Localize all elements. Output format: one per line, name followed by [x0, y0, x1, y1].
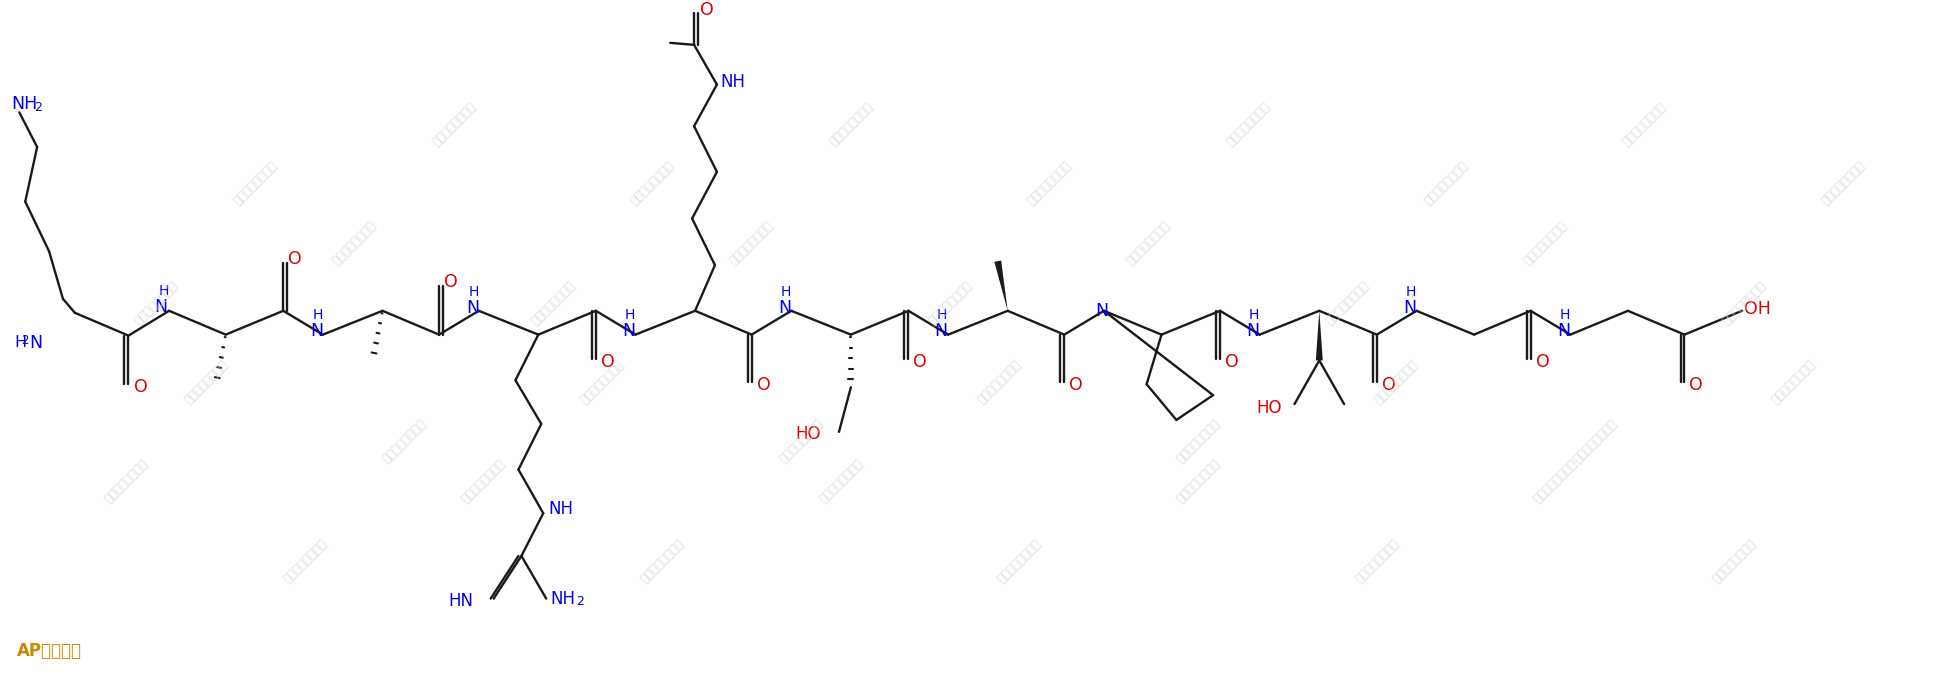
Text: HO: HO	[1255, 399, 1282, 417]
Text: 专肽生物专肽生物: 专肽生物专肽生物	[1025, 159, 1073, 208]
Text: H: H	[936, 308, 948, 322]
Text: H: H	[625, 308, 634, 322]
Text: 专肽生物专肽生物: 专肽生物专肽生物	[230, 159, 280, 208]
Text: H: H	[468, 285, 480, 299]
Text: 专肽生物专肽生物: 专肽生物专肽生物	[1124, 219, 1174, 268]
Text: 专肽生物专肽生物: 专肽生物专肽生物	[1174, 417, 1222, 466]
Text: O: O	[288, 250, 302, 268]
Text: 专肽生物专肽生物: 专肽生物专肽生物	[1818, 159, 1868, 208]
Text: H: H	[313, 308, 323, 322]
Text: NH: NH	[12, 95, 37, 113]
Text: 专肽生物专肽生物: 专肽生物专肽生物	[1719, 279, 1768, 327]
Text: 2: 2	[21, 334, 29, 347]
Text: 专肽生物专肽生物: 专肽生物专肽生物	[1421, 159, 1470, 208]
Text: O: O	[1381, 376, 1396, 394]
Text: AP专肽生物: AP专肽生物	[17, 642, 83, 660]
Text: NH: NH	[547, 500, 572, 518]
Text: O: O	[1536, 354, 1549, 371]
Text: 专肽生物专肽生物: 专肽生物专肽生物	[528, 279, 578, 327]
Text: 专肽生物专肽生物: 专肽生物专肽生物	[429, 100, 478, 148]
Text: O: O	[1070, 376, 1083, 394]
Text: N: N	[777, 299, 791, 317]
Text: O: O	[1690, 376, 1704, 394]
Text: 专肽生物专肽生物: 专肽生物专肽生物	[996, 537, 1044, 585]
Text: 专肽生物专肽生物: 专肽生物专肽生物	[1174, 457, 1222, 506]
Text: 专肽生物专肽生物: 专肽生物专肽生物	[1224, 100, 1273, 148]
Text: 专肽生物专肽生物: 专肽生物专肽生物	[458, 457, 509, 506]
Text: N: N	[934, 322, 948, 340]
Text: N: N	[155, 298, 168, 316]
Text: 专肽生物专肽生物: 专肽生物专肽生物	[578, 358, 627, 406]
Text: OH: OH	[1744, 300, 1772, 318]
Text: 专肽生物专肽生物: 专肽生物专肽生物	[1352, 537, 1402, 585]
Text: O: O	[700, 1, 714, 19]
Text: 专肽生物专肽生物: 专肽生物专肽生物	[280, 537, 329, 585]
Text: 专肽生物专肽生物: 专肽生物专肽生物	[1770, 358, 1818, 406]
Text: 专肽生物专肽生物: 专肽生物专肽生物	[926, 279, 975, 327]
Text: 专肽生物专肽生物: 专肽生物专肽生物	[1570, 417, 1619, 466]
Text: O: O	[756, 376, 770, 394]
Text: 专肽生物专肽生物: 专肽生物专肽生物	[1532, 457, 1580, 506]
Text: HO: HO	[795, 425, 822, 443]
Text: N: N	[1095, 302, 1108, 320]
Text: 专肽生物专肽生物: 专肽生物专肽生物	[331, 219, 379, 268]
Polygon shape	[994, 261, 1008, 310]
Text: N: N	[466, 299, 480, 317]
Text: H: H	[159, 284, 170, 298]
Text: 专肽生物专肽生物: 专肽生物专肽生物	[638, 537, 687, 585]
Text: 专肽生物专肽生物: 专肽生物专肽生物	[816, 457, 864, 506]
Text: H: H	[1406, 285, 1416, 299]
Text: H: H	[779, 285, 791, 299]
Text: N: N	[311, 322, 323, 340]
Text: 专肽生物专肽生物: 专肽生物专肽生物	[132, 279, 180, 327]
Text: 专肽生物专肽生物: 专肽生物专肽生物	[629, 159, 677, 208]
Polygon shape	[1315, 310, 1323, 360]
Text: 专肽生物专肽生物: 专肽生物专肽生物	[826, 100, 876, 148]
Text: N: N	[1557, 322, 1570, 340]
Text: 专肽生物专肽生物: 专肽生物专肽生物	[1373, 358, 1421, 406]
Text: O: O	[133, 378, 149, 396]
Text: 专肽生物专肽生物: 专肽生物专肽生物	[1522, 219, 1570, 268]
Text: N: N	[29, 333, 43, 352]
Text: HN: HN	[449, 591, 474, 610]
Text: 2: 2	[35, 101, 43, 114]
Text: H: H	[1249, 308, 1259, 322]
Text: O: O	[601, 354, 615, 371]
Text: NH: NH	[719, 73, 745, 90]
Text: N: N	[1245, 322, 1259, 340]
Text: 专肽生物专肽生物: 专肽生物专肽生物	[975, 358, 1025, 406]
Text: O: O	[445, 273, 458, 291]
Text: 专肽生物专肽生物: 专肽生物专肽生物	[379, 417, 429, 466]
Text: NH: NH	[549, 589, 574, 608]
Text: 专肽生物专肽生物: 专肽生物专肽生物	[1323, 279, 1371, 327]
Text: 专肽生物专肽生物: 专肽生物专肽生物	[777, 417, 826, 466]
Text: H: H	[1559, 308, 1570, 322]
Text: 专肽生物专肽生物: 专肽生物专肽生物	[1710, 537, 1758, 585]
Text: 专肽生物专肽生物: 专肽生物专肽生物	[103, 457, 151, 506]
Text: 专肽生物专肽生物: 专肽生物专肽生物	[727, 219, 776, 268]
Text: N: N	[623, 322, 634, 340]
Text: N: N	[1402, 299, 1416, 317]
Text: O: O	[913, 354, 926, 371]
Text: 2: 2	[576, 595, 584, 608]
Text: 专肽生物专肽生物: 专肽生物专肽生物	[1621, 100, 1669, 148]
Text: H: H	[14, 335, 27, 350]
Text: 专肽生物专肽生物: 专肽生物专肽生物	[182, 358, 230, 406]
Text: O: O	[1224, 354, 1240, 371]
